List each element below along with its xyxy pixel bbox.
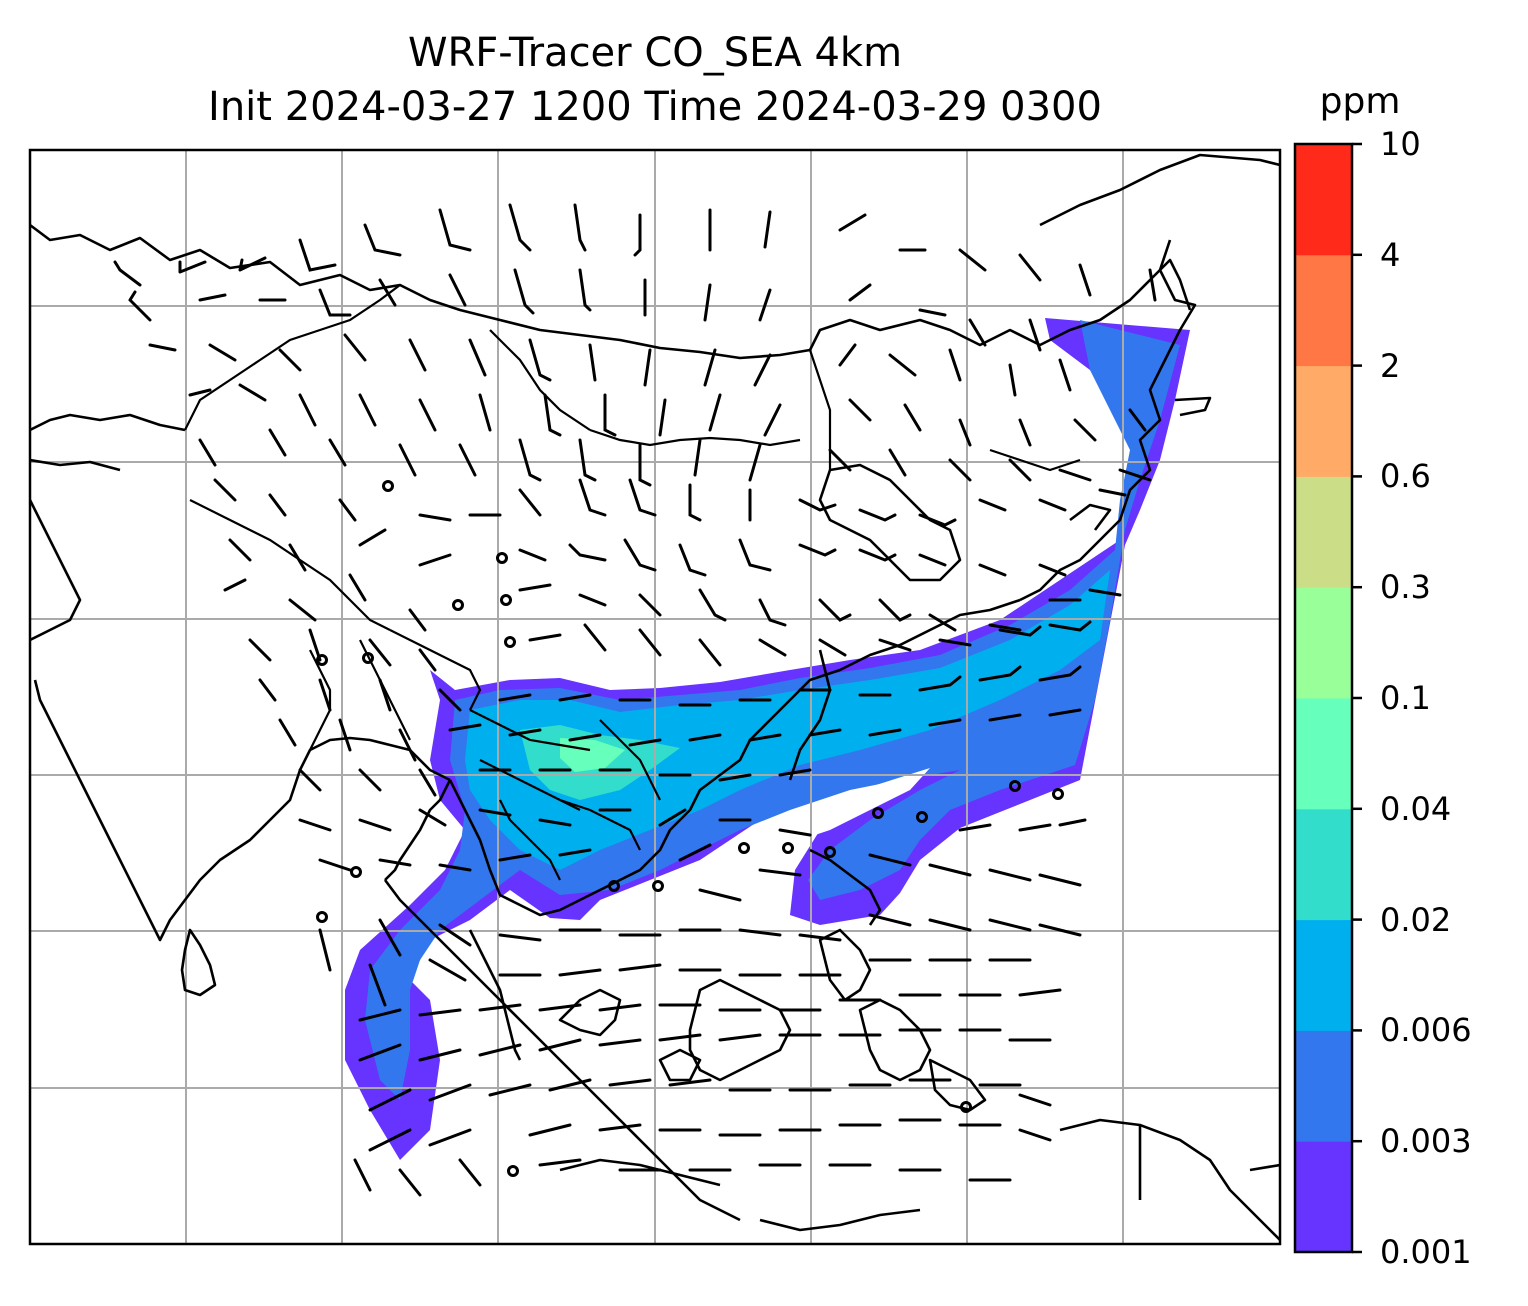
plume-gap xyxy=(790,768,930,840)
wind-barbs xyxy=(113,203,1157,1197)
tracer-plume xyxy=(345,318,1190,1160)
colorbar-tick-label: 0.1 xyxy=(1380,679,1431,717)
colorbar-tick-label: 4 xyxy=(1380,235,1401,274)
colorbar-tick-label: 0.04 xyxy=(1380,789,1452,828)
colorbar-segment xyxy=(1295,698,1352,810)
colorbar-tick-label: 0.6 xyxy=(1380,457,1431,496)
colorbar-tick-label: 0.3 xyxy=(1380,568,1431,607)
colorbar-segment xyxy=(1295,919,1352,1031)
colorbar xyxy=(1295,144,1352,1253)
colorbar-segment xyxy=(1295,365,1352,477)
plume-band-3 xyxy=(465,570,1110,870)
colorbar-segment xyxy=(1295,808,1352,921)
colorbar-tick-label: 0.001 xyxy=(1380,1233,1472,1271)
colorbar-tick-label: 10 xyxy=(1380,125,1421,163)
plume-band-5 xyxy=(560,738,625,772)
colorbar-segment xyxy=(1295,254,1352,367)
colorbar-tick-label: 0.02 xyxy=(1380,900,1452,939)
colorbar-unit-label: ppm xyxy=(1319,81,1401,122)
colorbar-ticks xyxy=(1352,142,1362,1254)
colorbar-tick-label: 0.003 xyxy=(1380,1122,1472,1161)
colorbar-tick-label: 2 xyxy=(1380,346,1401,385)
calm-wind-circles xyxy=(316,480,1064,1177)
gridlines xyxy=(30,150,1280,1244)
coastlines xyxy=(30,153,1280,1241)
map-frame xyxy=(28,148,1282,1246)
colorbar-segment xyxy=(1295,587,1352,699)
map-title-line1: WRF-Tracer CO_SEA 4km xyxy=(407,30,903,76)
colorbar-segment xyxy=(1295,1141,1352,1253)
colorbar-tick-label: 0.006 xyxy=(1380,1011,1472,1050)
map-title-line2: Init 2024-03-27 1200 Time 2024-03-29 030… xyxy=(208,84,1102,130)
colorbar-segment xyxy=(1295,144,1352,256)
colorbar-segment xyxy=(1295,476,1352,588)
colorbar-segment xyxy=(1295,1030,1352,1142)
